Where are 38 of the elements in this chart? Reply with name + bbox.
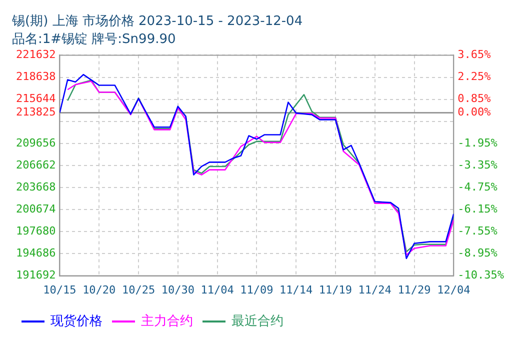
x-tick-label: 11/24	[358, 283, 392, 296]
y-tick-label: 197680	[16, 224, 56, 238]
y2-tick-label: 0.00%	[458, 106, 492, 119]
y2-tick-label: -10.35%	[458, 268, 504, 282]
y2-tick-label: -1.95%	[458, 136, 498, 150]
y-tick-label: 218638	[16, 70, 56, 84]
x-tick-label: 10/25	[122, 283, 156, 296]
y-tick-label: 203668	[16, 180, 56, 194]
y-tick-label: 213825	[16, 106, 56, 119]
x-tick-label: 11/14	[280, 283, 314, 296]
y2-tick-label: 2.25%	[458, 70, 492, 84]
legend-label: 最近合约	[232, 314, 284, 329]
y-tick-label: 194686	[16, 246, 56, 260]
y2-tick-label: -7.55%	[458, 224, 498, 238]
y-tick-label: 221632	[16, 48, 56, 62]
y2-tick-label: -4.75%	[458, 180, 498, 194]
x-tick-label: 12/04	[437, 283, 471, 296]
y-tick-label: 200674	[16, 202, 56, 216]
y-tick-label: 191692	[16, 268, 56, 282]
y2-tick-label: -8.95%	[458, 246, 498, 260]
legend-label: 主力合约	[141, 312, 193, 329]
y-tick-label: 209656	[16, 136, 56, 150]
x-tick-label: 10/15	[43, 283, 76, 296]
x-tick-label: 11/29	[398, 283, 431, 296]
legend-label: 现货价格	[50, 314, 102, 329]
x-tick-label: 10/20	[82, 283, 116, 296]
y2-tick-label: -6.15%	[458, 202, 498, 216]
chart-subtitle: 品名:1#锡锭 牌号:Sn99.90	[12, 32, 176, 47]
y2-tick-label: 3.65%	[458, 48, 492, 62]
x-tick-label: 10/30	[161, 283, 194, 296]
x-tick-label: 11/19	[318, 283, 352, 296]
y-tick-label: 206662	[16, 158, 56, 172]
x-tick-label: 11/09	[240, 283, 274, 296]
y-tick-label: 215644	[16, 92, 56, 106]
chart-title: 锡(期) 上海 市场价格 2023-10-15 - 2023-12-04	[11, 14, 303, 30]
x-tick-label: 11/04	[200, 283, 234, 296]
y2-tick-label: 0.85%	[458, 92, 492, 106]
y2-tick-label: -3.35%	[458, 158, 498, 172]
